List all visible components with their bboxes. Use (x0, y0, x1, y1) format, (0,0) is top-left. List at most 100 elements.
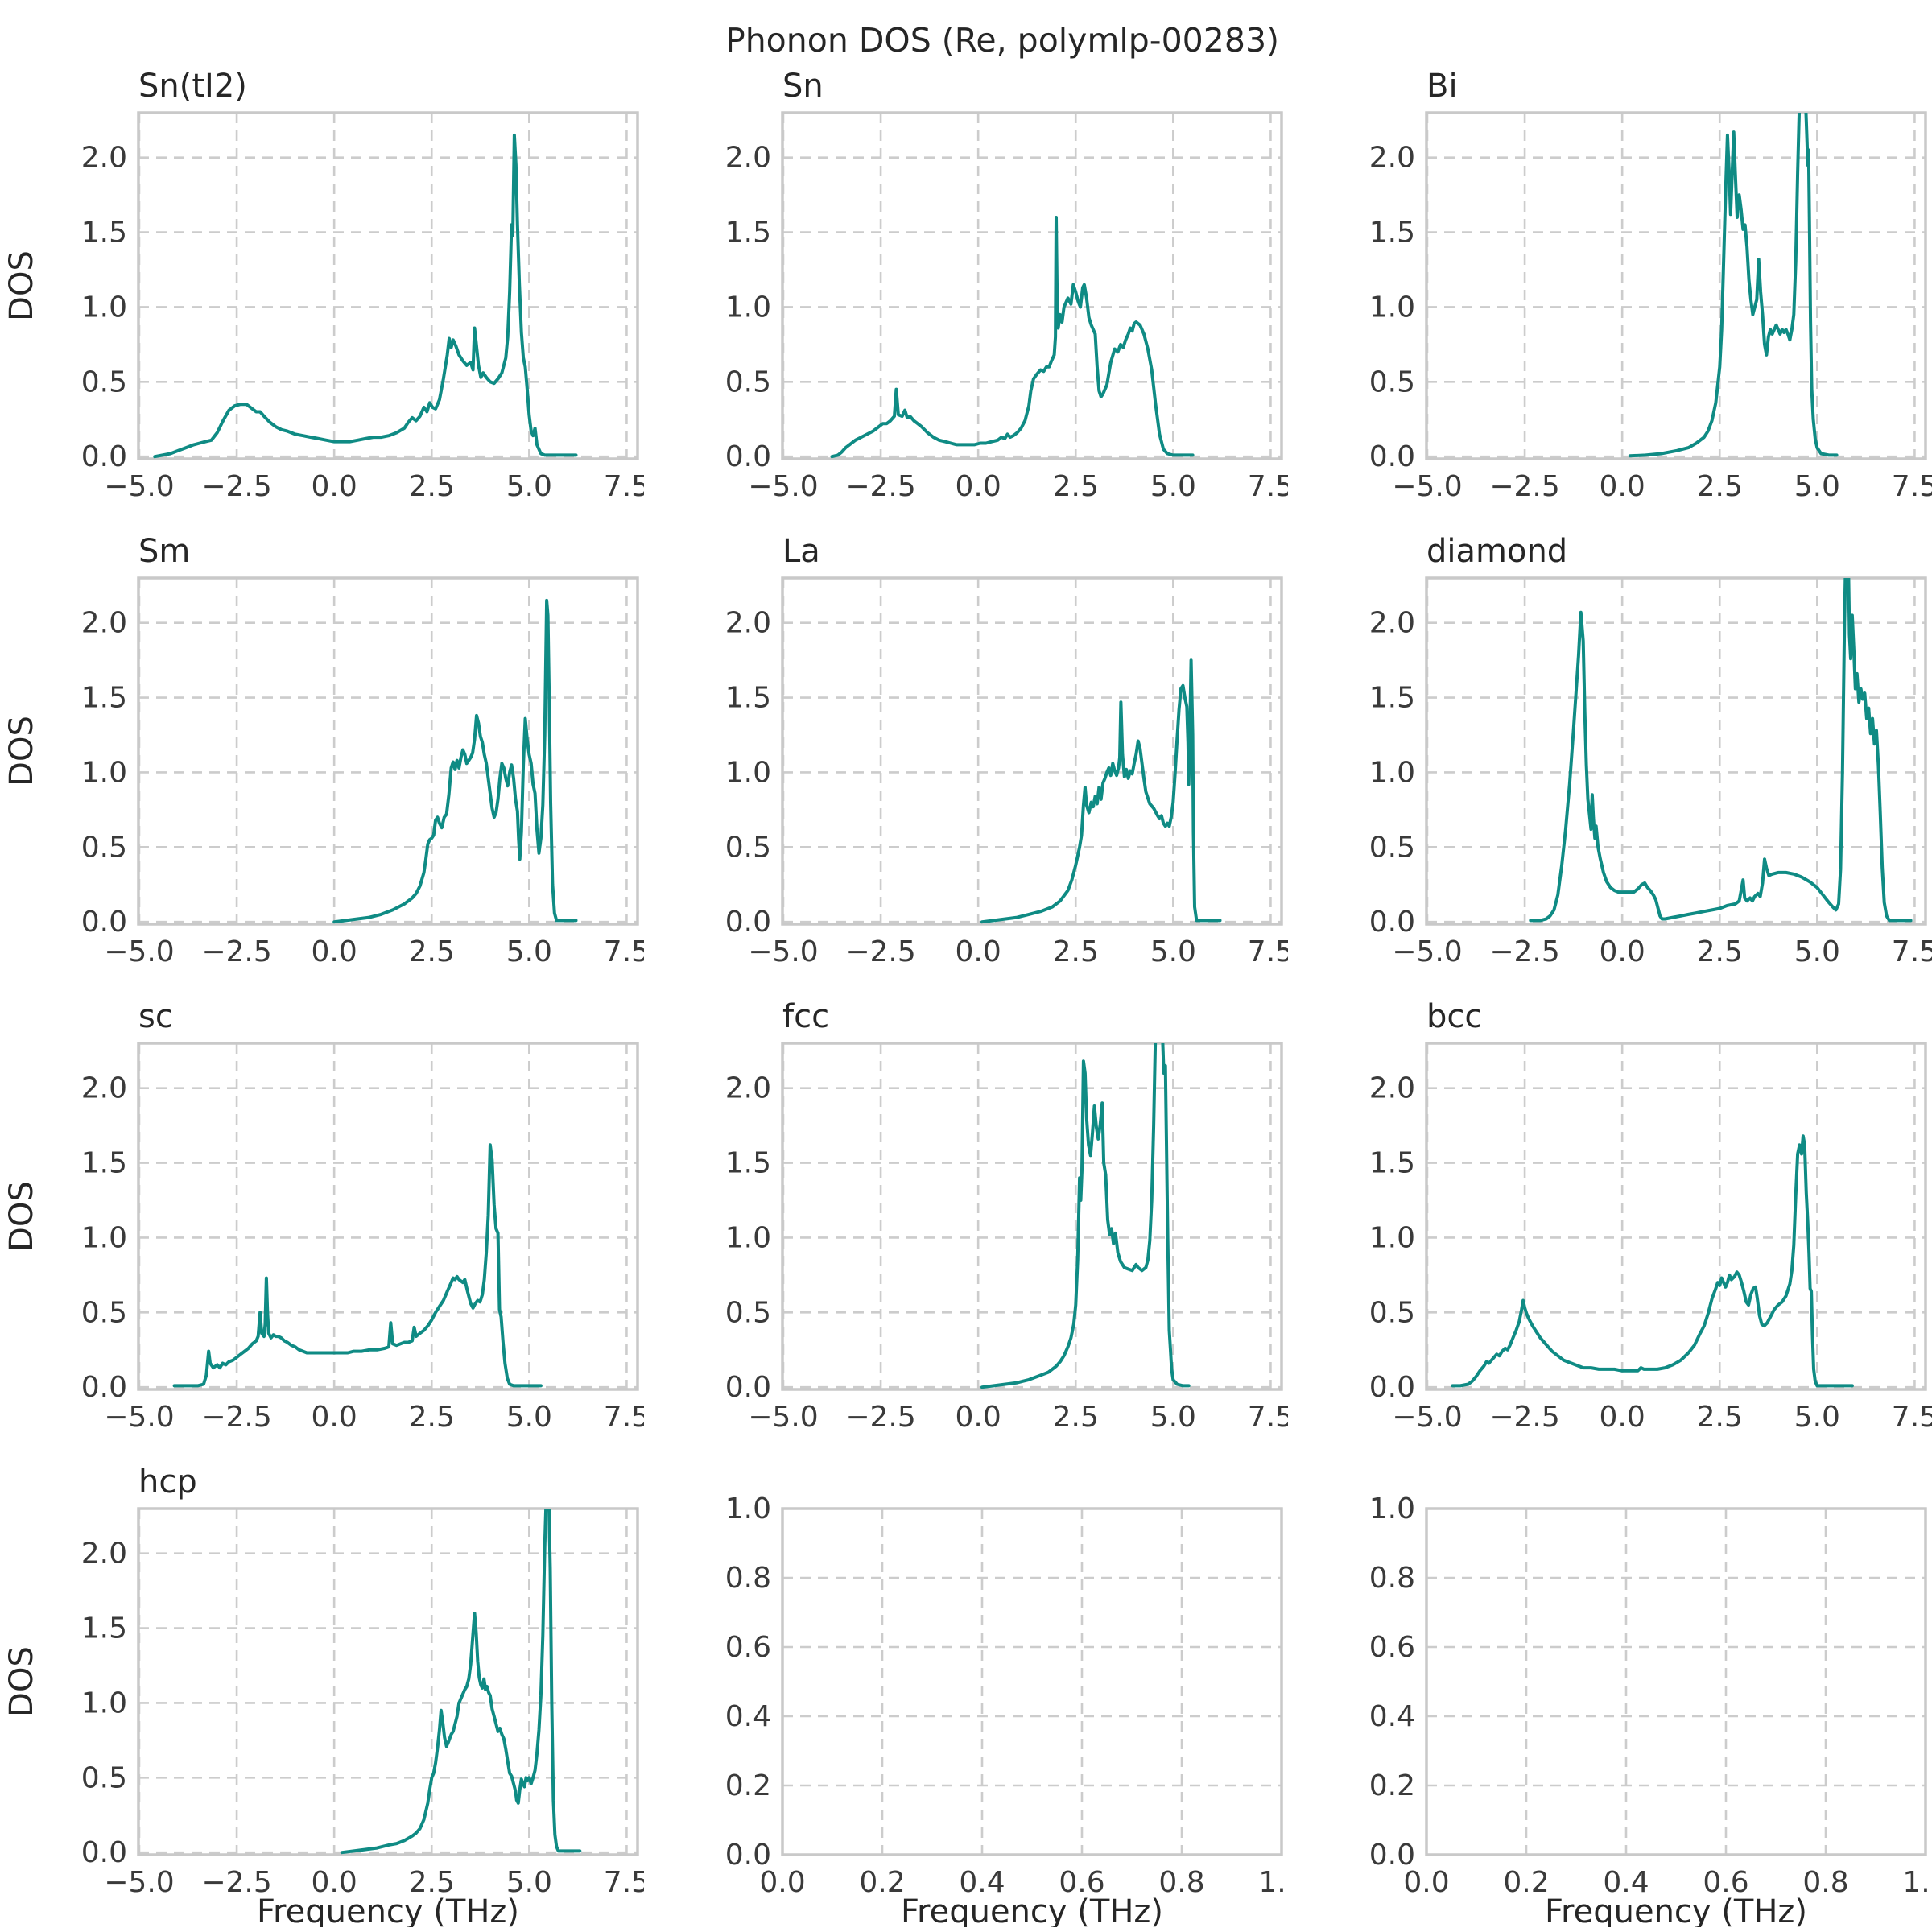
subplot-diamond: −5.0 −2.5 0.0 2.5 5.0 7.5 0.0 0.5 1.0 1.5 2.0 diamo… (1369, 533, 1932, 968)
subplot-Sn: −5.0 −2.5 0.0 2.5 5.0 7.5 0.0 0.5 1.0 1.5 2.0 Sn (725, 68, 1288, 503)
x-tick-label: −2.5 (201, 935, 271, 968)
axes-spines (781, 576, 1283, 926)
x-tick-label: 5.0 (1150, 1401, 1196, 1434)
y-tick-label: 1.5 (81, 1147, 127, 1180)
x-tick-label: 7.5 (1248, 470, 1288, 503)
x-tick-label: 0.2 (859, 1866, 905, 1899)
x-axis-label: Frequency (THz) (257, 1893, 519, 1927)
x-tick-label: 2.5 (1053, 470, 1099, 503)
dos-curve (340, 1509, 582, 1855)
y-tick-label: 0.0 (81, 440, 127, 473)
subplot-title: hcp (138, 1463, 197, 1501)
y-tick-label: 1.0 (1369, 291, 1415, 324)
y-tick-label: 0.5 (81, 831, 127, 864)
y-tick-label: 1.0 (81, 756, 127, 789)
dos-curve (172, 1143, 543, 1388)
x-tick-label: −2.5 (201, 470, 271, 503)
subplot-title: Sn (782, 68, 824, 105)
y-tick-label: 1.0 (81, 1221, 127, 1254)
dos-curve (980, 1043, 1191, 1389)
y-tick-label: 0.0 (1369, 440, 1415, 473)
subplot-title: sc (138, 998, 173, 1035)
x-tick-label: −5.0 (748, 470, 818, 503)
subplot-empty-2: 0.0 0.2 0.4 0.6 0.8 1.0 0.0 0.2 0.4 0.6 0.8 1.0 Freq… (1369, 1492, 1932, 1927)
x-tick-label: 7.5 (604, 470, 644, 503)
subplot-title: fcc (782, 998, 829, 1035)
x-tick-label: 5.0 (1150, 470, 1196, 503)
x-tick-label: 7.5 (1892, 935, 1932, 968)
dos-curve (332, 598, 578, 924)
x-tick-label: 2.5 (409, 935, 455, 968)
x-tick-label: −5.0 (1392, 1401, 1462, 1434)
y-tick-label: 2.0 (1369, 607, 1415, 640)
axes-spines (781, 111, 1283, 460)
x-tick-label: −2.5 (845, 470, 915, 503)
subplot-La: −5.0 −2.5 0.0 2.5 5.0 7.5 0.0 0.5 1.0 1.5 2.0 La (725, 533, 1288, 968)
x-tick-label: 0.2 (1503, 1866, 1549, 1899)
x-tick-label: 0.0 (1600, 470, 1645, 503)
y-tick-label: 0.0 (81, 1371, 127, 1404)
x-tick-label: 0.4 (1603, 1866, 1649, 1899)
y-axis-label: DOS (3, 1181, 40, 1252)
subplot-hcp: −5.0 −2.5 0.0 2.5 5.0 7.5 0.0 0.5 1.0 1.5 2.0 hcp DO… (3, 1463, 644, 1927)
x-tick-label: −5.0 (748, 935, 818, 968)
y-tick-label: 1.5 (81, 217, 127, 250)
y-tick-label: 2.0 (1369, 142, 1415, 175)
x-tick-label: 7.5 (604, 935, 644, 968)
y-tick-label: 0.0 (81, 1836, 127, 1869)
subplot-title: bcc (1426, 998, 1482, 1035)
subplot-cell-empty-1: 0.0 0.2 0.4 0.6 0.8 1.0 0.0 0.2 0.4 0.6 0.8 1.0 Freq… (644, 1462, 1288, 1927)
y-tick-label: 1.5 (1369, 1147, 1415, 1180)
y-tick-label: 0.8 (1369, 1562, 1415, 1595)
y-tick-label: 1.0 (81, 291, 127, 324)
y-tick-label: 0.2 (1369, 1769, 1415, 1802)
y-tick-label: 0.0 (725, 1371, 771, 1404)
x-tick-label: 5.0 (1794, 470, 1840, 503)
x-tick-label: 5.0 (1794, 1401, 1840, 1434)
x-tick-label: 0.8 (1158, 1866, 1204, 1899)
y-tick-label: 0.6 (1369, 1631, 1415, 1664)
subplot-grid: −5.0 −2.5 0.0 2.5 5.0 7.5 0.0 0.5 1.0 1.5 2.0 Sn(tI… (0, 66, 1932, 1927)
x-tick-label: −2.5 (201, 1866, 271, 1899)
x-tick-label: 0.0 (312, 935, 357, 968)
subplot-Sn(tI2): −5.0 −2.5 0.0 2.5 5.0 7.5 0.0 0.5 1.0 1.5 2.0 Sn(tI… (3, 68, 644, 503)
y-tick-label: 1.0 (725, 1221, 771, 1254)
y-tick-label: 1.0 (81, 1686, 127, 1719)
subplot-title: diamond (1426, 533, 1567, 570)
y-tick-label: 0.5 (81, 1296, 127, 1329)
x-tick-label: 0.4 (959, 1866, 1005, 1899)
subplot-cell-Bi: −5.0 −2.5 0.0 2.5 5.0 7.5 0.0 0.5 1.0 1.5 2.0 Bi (1288, 66, 1932, 531)
y-tick-label: 1.0 (725, 291, 771, 324)
x-tick-label: 5.0 (506, 1401, 552, 1434)
subplot-fcc: −5.0 −2.5 0.0 2.5 5.0 7.5 0.0 0.5 1.0 1.5 2.0 fcc (725, 998, 1288, 1434)
x-tick-label: 1.0 (1902, 1866, 1932, 1899)
y-tick-label: 1.5 (1369, 217, 1415, 250)
x-tick-label: 0.0 (956, 935, 1001, 968)
x-tick-label: 7.5 (604, 1866, 644, 1899)
y-tick-label: 0.0 (1369, 906, 1415, 939)
x-tick-label: 2.5 (1053, 935, 1099, 968)
x-tick-label: 0.0 (312, 1401, 357, 1434)
subplot-cell-La: −5.0 −2.5 0.0 2.5 5.0 7.5 0.0 0.5 1.0 1.5 2.0 La (644, 531, 1288, 997)
subplot-title: Sn(tI2) (138, 68, 247, 105)
x-tick-label: 7.5 (1892, 1401, 1932, 1434)
y-tick-label: 1.5 (725, 217, 771, 250)
x-tick-label: 7.5 (1892, 470, 1932, 503)
subplot-cell-sc: −5.0 −2.5 0.0 2.5 5.0 7.5 0.0 0.5 1.0 1.5 2.0 sc DOS (0, 997, 644, 1462)
y-tick-label: 1.5 (1369, 682, 1415, 715)
axes-spines (1425, 1507, 1927, 1856)
y-tick-label: 0.5 (725, 1296, 771, 1329)
subplot-Sm: −5.0 −2.5 0.0 2.5 5.0 7.5 0.0 0.5 1.0 1.5 2.0 Sm DOS (3, 533, 644, 968)
y-tick-label: 0.0 (725, 906, 771, 939)
x-tick-label: 0.0 (956, 1401, 1001, 1434)
y-tick-label: 0.5 (1369, 365, 1415, 398)
x-tick-label: 0.8 (1802, 1866, 1848, 1899)
y-tick-label: 0.6 (725, 1631, 771, 1664)
x-tick-label: 5.0 (506, 470, 552, 503)
x-tick-label: −5.0 (104, 935, 174, 968)
dos-curve (1529, 578, 1913, 923)
axes-spines (1425, 111, 1927, 460)
x-tick-label: −5.0 (104, 470, 174, 503)
x-tick-label: −2.5 (1489, 935, 1559, 968)
